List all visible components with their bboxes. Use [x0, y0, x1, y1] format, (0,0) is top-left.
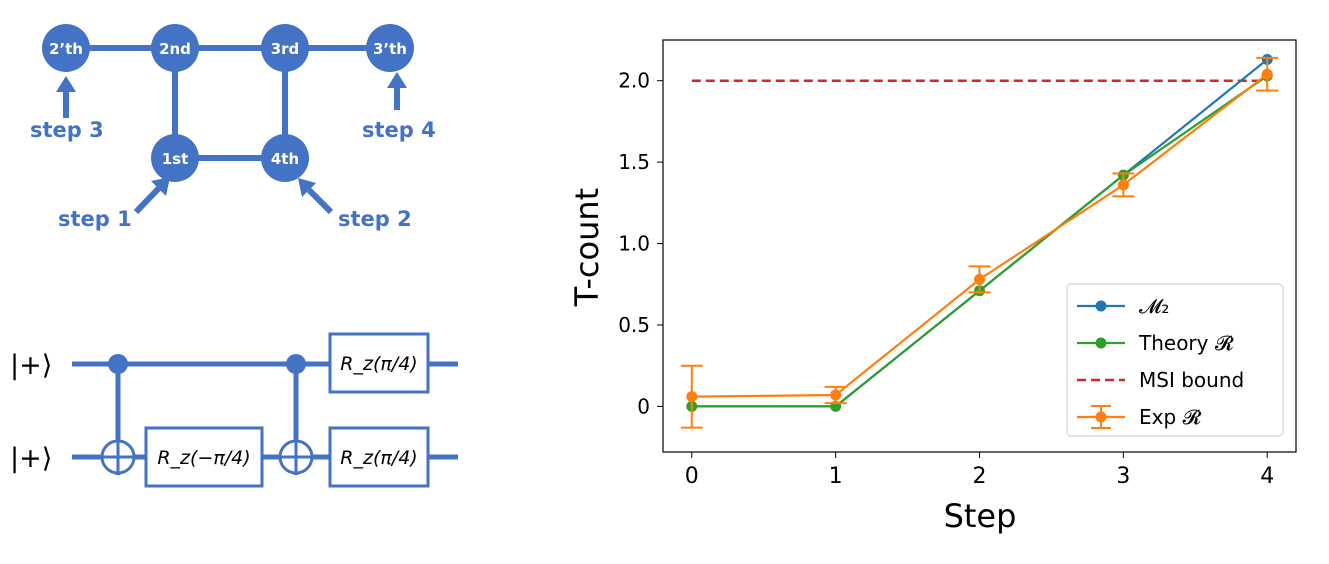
y-tick-label: 1.0 [618, 232, 650, 256]
x-axis-label: Step [944, 497, 1017, 535]
node-4th [261, 134, 309, 182]
node-1st [151, 134, 199, 182]
graph-diagram: 2’th 2nd 3rd 3’th 1st 4th step 3 step 4 … [30, 24, 436, 231]
arrowhead-icon [298, 178, 316, 197]
node-label: 2nd [159, 40, 191, 58]
rz-gate [328, 426, 430, 488]
node-3th [366, 24, 414, 72]
cnot-control [286, 354, 306, 374]
gate-label: R_z(−π/4) [157, 447, 250, 469]
series-exp-point [974, 273, 985, 285]
node-label: 1st [162, 150, 189, 168]
y-tick-label: 2.0 [618, 69, 650, 93]
node-label: 3rd [271, 40, 300, 58]
x-tick-label: 3 [1116, 464, 1130, 489]
quantum-circuit: |+⟩ |+⟩ R_z(−π/4) R_z(π/4) R_z(π/4) [10, 332, 458, 488]
legend-label: Exp 𝓡 [1139, 405, 1202, 429]
series-exp-point [686, 391, 698, 403]
step-label: step 3 [30, 118, 104, 142]
series-exp-point [1261, 68, 1273, 80]
node-label: 4th [271, 150, 299, 168]
node-3rd [261, 24, 309, 72]
node-2th [42, 24, 90, 72]
legend-marker [1095, 300, 1107, 312]
y-axis-label: T-count [568, 188, 606, 307]
legend-label: 𝓜₂ [1139, 294, 1169, 318]
node-label: 3’th [373, 40, 407, 58]
legend-marker [1095, 337, 1107, 349]
rz-gate [328, 332, 430, 394]
rz-gate [144, 426, 264, 488]
gate-label: R_z(π/4) [340, 447, 417, 469]
step-arrow [306, 187, 334, 215]
arrowhead-icon [151, 177, 170, 196]
legend-box [1066, 283, 1284, 437]
y-tick-label: 0 [637, 394, 650, 418]
step-label: step 1 [58, 207, 132, 231]
step-arrow [133, 185, 162, 215]
y-tick-label: 1.5 [618, 150, 650, 174]
x-tick-label: 2 [973, 464, 987, 489]
step-label: step 2 [338, 207, 412, 231]
arrowhead-icon [56, 76, 76, 92]
qubit-input: |+⟩ [10, 443, 52, 474]
arrowhead-icon [387, 72, 407, 88]
node-2nd [151, 24, 199, 72]
x-tick-label: 4 [1260, 464, 1274, 489]
legend-label: Theory 𝓡 [1138, 331, 1234, 355]
series-exp-point [830, 389, 842, 401]
cnot-control [108, 354, 128, 374]
series-exp-point [1117, 179, 1129, 191]
node-label: 2’th [49, 40, 83, 58]
x-tick-label: 0 [685, 464, 699, 489]
y-tick-label: 0.5 [618, 313, 650, 337]
step-label: step 4 [362, 118, 436, 142]
legend-label: MSI bound [1139, 368, 1244, 392]
gate-label: R_z(π/4) [340, 353, 417, 375]
x-tick-label: 1 [829, 464, 843, 489]
qubit-input: |+⟩ [10, 350, 52, 381]
tcount-chart: 0 1 2 3 4 0 0.5 1.0 1.5 2.0 𝓜₂ Theory 𝓡 MSI bound Exp… [568, 39, 1297, 535]
